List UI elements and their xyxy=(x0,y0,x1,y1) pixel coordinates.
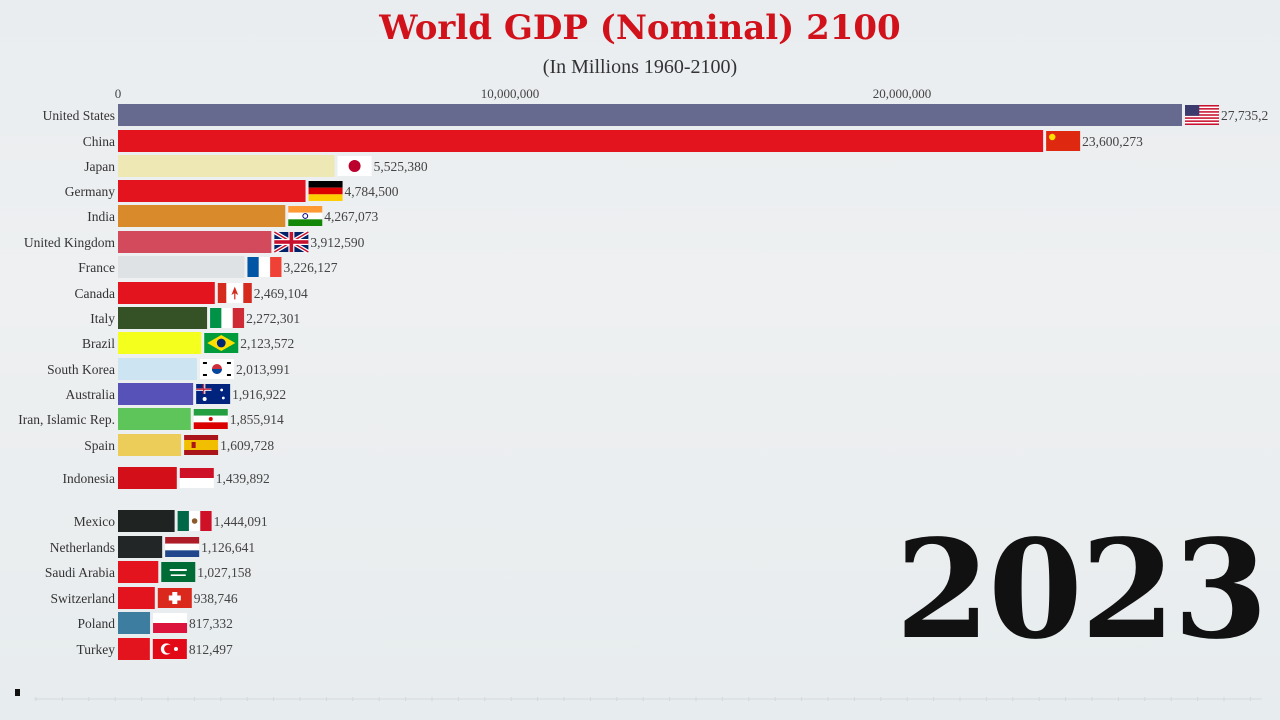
gdp-bar xyxy=(118,130,1044,152)
value-label: 3,912,590 xyxy=(310,235,364,250)
gdp-bar xyxy=(118,434,182,456)
country-label: Poland xyxy=(77,616,115,631)
country-label: United Kingdom xyxy=(24,235,116,250)
gdp-bar xyxy=(118,358,197,380)
country-label: China xyxy=(83,134,115,149)
value-label: 4,267,073 xyxy=(324,209,378,224)
gdp-bar xyxy=(118,180,306,202)
value-label: 1,126,641 xyxy=(201,540,255,555)
china-flag-icon xyxy=(1046,131,1081,151)
australia-flag-icon xyxy=(196,384,231,404)
japan-flag-icon xyxy=(337,156,372,176)
uk-flag-icon xyxy=(273,230,310,254)
value-label: 812,497 xyxy=(189,642,233,657)
value-label: 4,784,500 xyxy=(345,184,399,199)
play-marker[interactable] xyxy=(15,689,20,696)
country-label: South Korea xyxy=(47,362,115,377)
country-label: Japan xyxy=(84,159,115,174)
country-label: Netherlands xyxy=(50,540,115,555)
usa-flag-icon xyxy=(1185,105,1219,125)
gdp-bar xyxy=(118,231,272,253)
gdp-bar xyxy=(118,561,159,583)
chart-title: World GDP (Nominal) 2100 xyxy=(379,8,901,48)
country-label: Saudi Arabia xyxy=(45,565,115,580)
gdp-bar xyxy=(118,332,202,354)
gdp-bar xyxy=(118,256,245,278)
value-label: 1,027,158 xyxy=(197,565,251,580)
canada-flag-icon xyxy=(217,283,252,303)
saudi-arabia-flag-icon xyxy=(161,562,196,582)
brazil-flag-icon xyxy=(204,333,239,353)
value-label: 1,444,091 xyxy=(214,514,268,529)
country-label: United States xyxy=(43,108,115,123)
value-label: 27,735,2 xyxy=(1221,108,1268,123)
country-label: Canada xyxy=(75,286,115,301)
gdp-bar xyxy=(118,307,208,329)
germany-flag-icon xyxy=(308,181,343,201)
italy-flag-icon xyxy=(210,308,245,328)
value-label: 23,600,273 xyxy=(1082,134,1143,149)
gdp-bar xyxy=(118,408,191,430)
gdp-bar xyxy=(118,383,194,405)
value-label: 1,916,922 xyxy=(232,387,286,402)
country-label: France xyxy=(78,260,115,275)
south-korea-flag-icon xyxy=(199,359,234,379)
turkey-flag-icon xyxy=(152,639,187,659)
gdp-bar xyxy=(118,155,335,177)
spain-flag-icon xyxy=(184,435,219,455)
indonesia-flag-icon xyxy=(179,468,214,488)
gdp-bar xyxy=(118,282,215,304)
gdp-bar xyxy=(118,612,151,634)
netherlands-flag-icon xyxy=(165,537,200,557)
gdp-bar xyxy=(118,205,286,227)
gdp-bar xyxy=(118,536,163,558)
x-tick-label: 10,000,000 xyxy=(481,86,540,101)
chart-subtitle: (In Millions 1960-2100) xyxy=(542,56,738,78)
gdp-bar xyxy=(118,638,150,660)
country-label: Indonesia xyxy=(63,471,115,486)
value-label: 2,123,572 xyxy=(240,336,294,351)
country-label: India xyxy=(87,209,115,224)
x-tick-label: 20,000,000 xyxy=(873,86,932,101)
mexico-flag-icon xyxy=(177,511,212,531)
gdp-bar xyxy=(118,587,155,609)
value-label: 2,469,104 xyxy=(254,286,308,301)
value-label: 2,272,301 xyxy=(246,311,300,326)
country-label: Switzerland xyxy=(51,591,116,606)
country-label: Germany xyxy=(65,184,115,199)
switzerland-flag-icon xyxy=(157,588,192,608)
gdp-bar xyxy=(118,467,177,489)
value-label: 817,332 xyxy=(189,616,233,631)
gdp-bar xyxy=(118,510,175,532)
india-flag-icon xyxy=(288,206,323,226)
country-label: Iran, Islamic Rep. xyxy=(18,412,115,427)
year-counter: 2023 xyxy=(895,510,1268,670)
country-label: Mexico xyxy=(74,514,115,529)
value-label: 1,609,728 xyxy=(220,438,274,453)
country-label: Turkey xyxy=(76,642,115,657)
value-label: 2,013,991 xyxy=(236,362,290,377)
poland-flag-icon xyxy=(153,613,188,633)
x-tick-label: 0 xyxy=(115,86,122,101)
country-label: Spain xyxy=(84,438,115,453)
gdp-bar xyxy=(118,104,1182,126)
country-label: Italy xyxy=(90,311,115,326)
france-flag-icon xyxy=(247,257,282,277)
value-label: 1,855,914 xyxy=(230,412,284,427)
value-label: 1,439,892 xyxy=(216,471,270,486)
value-label: 3,226,127 xyxy=(283,260,337,275)
timeline-slider[interactable] xyxy=(34,697,1262,701)
iran-flag-icon xyxy=(193,409,228,429)
value-label: 938,746 xyxy=(194,591,238,606)
country-label: Brazil xyxy=(82,336,115,351)
country-label: Australia xyxy=(66,387,116,402)
value-label: 5,525,380 xyxy=(374,159,428,174)
